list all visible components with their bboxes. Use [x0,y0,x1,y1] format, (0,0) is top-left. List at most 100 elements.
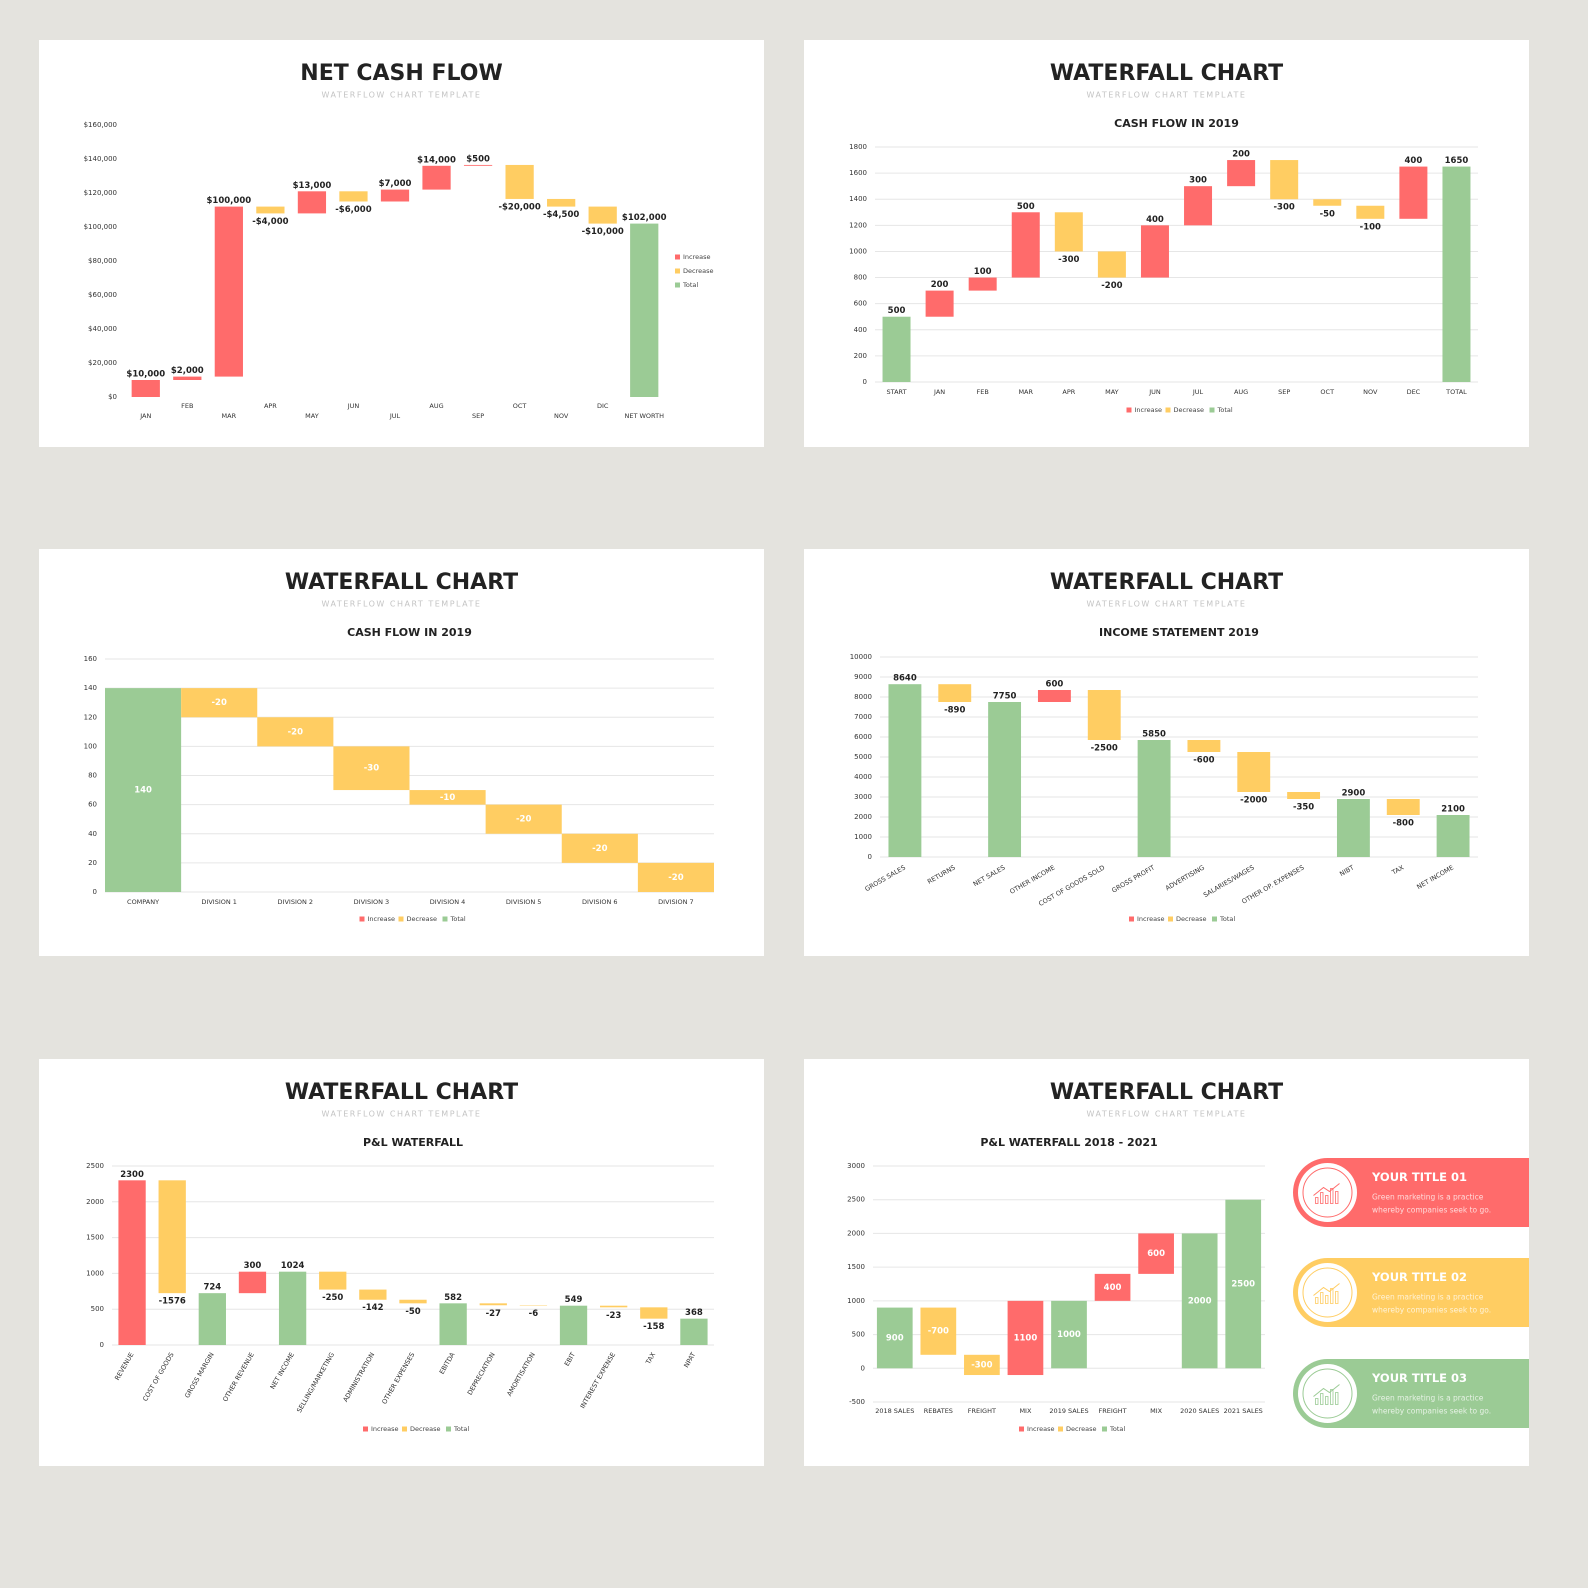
bar [214,206,243,377]
bar [1227,160,1256,187]
legend-swatch [675,268,680,274]
legend-label: Total [682,281,698,289]
bar [105,688,182,892]
x-tick-label: TOTAL [1445,388,1467,396]
data-label: $2,000 [171,366,204,376]
bar [409,790,486,805]
x-tick-label: DIVISION 6 [582,898,618,906]
data-label: -$4,000 [252,217,288,227]
data-label: $500 [466,154,490,164]
data-label: -700 [928,1327,949,1337]
card-text: Green marketing is a practice [1372,1193,1484,1202]
bar [1313,199,1342,206]
x-tick-label: JAN [139,412,151,420]
data-label: 8640 [893,674,917,684]
data-label: 2000 [1188,1296,1212,1306]
y-tick-label: 5000 [854,753,872,761]
bar [479,1303,507,1306]
bar [1442,166,1471,382]
bar [876,1307,913,1369]
x-tick-label: 2020 SALES [1180,1407,1219,1415]
legend-label: Increase [368,915,396,923]
y-tick-label: 6000 [854,733,872,741]
chart-subtitle: WATERFLOW CHART TEMPLATE [1087,600,1247,609]
x-tick-label: JUN [347,402,360,410]
data-label: -600 [1193,756,1214,766]
x-tick-label: MAR [222,412,237,420]
x-tick-label: DIVISION 5 [506,898,542,906]
card-title: YOUR TITLE 03 [1371,1371,1467,1385]
card-icon-bg [1302,1267,1353,1318]
bar [297,191,327,214]
chart-title: WATERFALL CHART [1050,61,1283,86]
bar [925,290,954,317]
data-label: -200 [1101,281,1122,291]
legend-label: Total [1217,406,1233,414]
y-tick-label: 60 [88,801,97,809]
chart-panel: WATERFALL CHART WATERFLOW CHART TEMPLATE I… [804,549,1529,956]
bar [988,702,1022,857]
legend-swatch [359,916,365,922]
legend-swatch [363,1426,368,1432]
data-label: -30 [364,764,379,774]
x-tick-label: COMPANY [127,898,159,906]
y-tick-label: 8000 [854,693,872,701]
bar [1399,166,1428,219]
info-cards: YOUR TITLE 01 Green marketing is a practi… [1293,1158,1529,1428]
data-label: -6 [529,1309,539,1319]
bar [238,1271,267,1294]
legend-swatch [675,282,680,288]
card-icon [1330,1288,1334,1304]
bar [131,380,160,397]
data-label: 1000 [1057,1330,1081,1340]
bar [339,191,368,202]
y-tick-label: 0 [863,378,867,386]
legend-label: Increase [1135,406,1163,414]
x-tick-label: FEB [181,402,193,410]
data-label: -$6,000 [335,205,371,215]
x-tick-label: JUL [1192,388,1204,396]
y-tick-label: 3000 [847,1162,865,1170]
bar [1287,792,1321,799]
y-tick-label: 1800 [849,143,867,151]
bar [505,164,534,199]
card-background [1293,1359,1529,1428]
y-tick-label: 400 [854,326,867,334]
card-icon-bg [1302,1167,1353,1218]
x-tick-label: DIVISION 1 [201,898,237,906]
legend-label: Decrease [683,267,713,275]
data-label: $102,000 [622,213,667,223]
card-icon [1325,1195,1329,1204]
legend-swatch [1209,407,1215,413]
card-background [1293,1158,1529,1227]
chart-panel: WATERFALL CHART WATERFLOW CHART TEMPLATE C… [804,40,1529,447]
x-tick-label: APR [1062,388,1075,396]
x-tick-label: 2019 SALES [1049,1407,1088,1415]
legend-label: Decrease [410,1425,440,1433]
legend-label: Increase [683,253,711,261]
data-label: -27 [486,1309,501,1319]
x-tick-label: MAR [1018,388,1033,396]
x-tick-label: DIVISION 7 [658,898,694,906]
bar [485,804,562,834]
bar [1184,186,1213,226]
y-tick-label: 160 [84,655,97,663]
y-tick-label: -500 [849,1398,865,1406]
y-tick-label: 3000 [854,793,872,801]
legend-label: Total [450,915,466,923]
y-tick-label: 500 [91,1305,104,1313]
legend-label: Decrease [1176,915,1206,923]
legend-swatch [1058,1426,1063,1432]
card-icon-bg [1302,1368,1353,1419]
card-icon [1320,1393,1324,1405]
legend-label: Decrease [407,915,437,923]
data-label: -142 [362,1303,383,1313]
x-tick-label: MIX [1150,1407,1163,1415]
y-tick-label: 4000 [854,773,872,781]
data-label: -20 [288,727,303,737]
x-tick-label: DIVISION 4 [430,898,466,906]
chart-panel: WATERFALL CHART WATERFLOW CHART TEMPLATE P… [39,1059,764,1466]
legend-swatch [1126,407,1132,413]
bar [1097,251,1126,278]
